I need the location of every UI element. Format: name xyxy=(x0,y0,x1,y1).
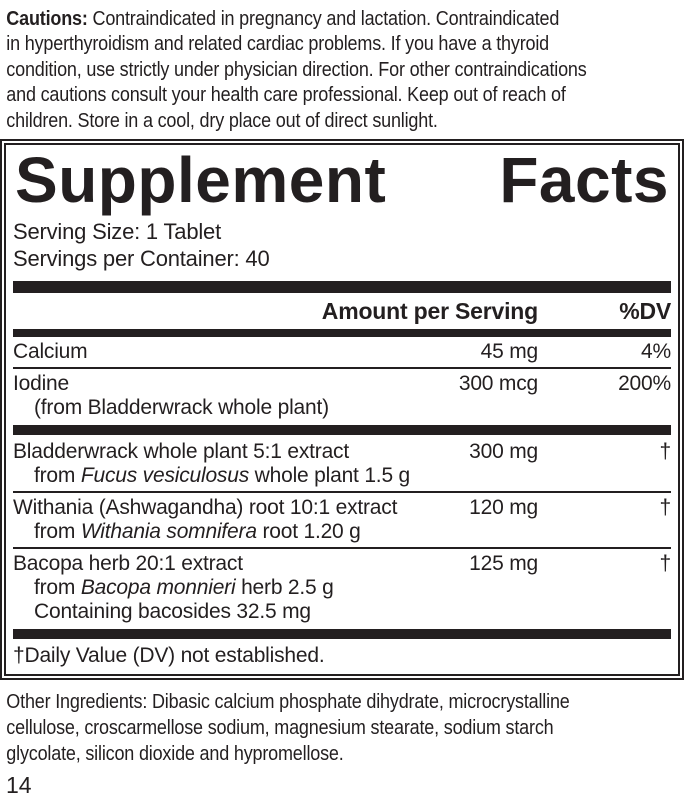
source-latin-name: Fucus vesiculosus xyxy=(80,464,250,487)
ingredient-amount: 125 mg xyxy=(469,552,538,575)
ingredient-name: Calcium xyxy=(13,340,88,363)
ingredient-row-iodine: Iodine 300 mcg 200% (from Bladderwrack w… xyxy=(13,369,671,423)
source-text: from xyxy=(34,464,81,487)
panel-title: Supplement Facts xyxy=(13,144,671,216)
ingredient-dv-dagger: † xyxy=(659,496,672,519)
ingredient-row-withania: Withania (Ashwagandha) root 10:1 extract… xyxy=(13,493,671,549)
other-ingredients-line: cellulose, croscarmellose sodium, magnes… xyxy=(6,717,554,739)
cautions-line: Cautions: Contraindicated in pregnancy a… xyxy=(6,7,684,32)
source-latin-name: Bacopa monnieri xyxy=(80,576,236,599)
source-text: from xyxy=(34,520,81,543)
cautions-paragraph: Cautions: Contraindicated in pregnancy a… xyxy=(0,0,684,136)
source-text: whole plant 1.5 g xyxy=(249,464,411,487)
ingredient-name: Bladderwrack whole plant 5:1 extract xyxy=(13,440,349,463)
ingredient-main-line: Withania (Ashwagandha) root 10:1 extract… xyxy=(13,496,671,520)
ingredient-main-line: Bladderwrack whole plant 5:1 extract 300… xyxy=(13,440,671,464)
ingredient-amount: 45 mg xyxy=(480,340,539,363)
ingredient-amount: 300 mg xyxy=(469,440,538,463)
column-header-row: Amount per Serving %DV xyxy=(13,293,671,329)
ingredient-constituent-line: Containing bacosides 32.5 mg xyxy=(13,600,671,624)
other-ingredients-line: glycolate, silicon dioxide and hypromell… xyxy=(6,743,344,765)
ingredient-source-line: (from Bladderwrack whole plant) xyxy=(13,396,671,420)
ingredient-dv: 200% xyxy=(618,372,671,395)
panel-title-word-left: Supplement xyxy=(15,144,387,216)
ingredient-dv-dagger: † xyxy=(659,440,672,463)
cautions-line: children. Store in a cool, dry place out… xyxy=(6,109,438,132)
ingredient-name: Iodine xyxy=(13,372,70,395)
ingredient-main-line: Bacopa herb 20:1 extract 125 mg † xyxy=(13,552,671,576)
supplement-facts-inner: Supplement Facts Serving Size: 1 Tablet … xyxy=(4,143,680,676)
cautions-line: in hyperthyroidism and related cardiac p… xyxy=(6,33,549,56)
divider-bar-section xyxy=(13,629,671,639)
constituent-text: Containing bacosides 32.5 mg xyxy=(34,600,311,623)
cautions-line: condition, use strictly under physician … xyxy=(6,58,587,81)
ingredient-name: Withania (Ashwagandha) root 10:1 extract xyxy=(13,496,398,519)
source-text: root 1.20 g xyxy=(256,520,361,543)
ingredient-dv: 4% xyxy=(641,340,671,363)
serving-info: Serving Size: 1 Tablet Servings per Cont… xyxy=(13,218,671,272)
ingredient-name: Bacopa herb 20:1 extract xyxy=(13,552,243,575)
panel-title-word-right: Facts xyxy=(499,144,669,216)
ingredient-main-line: Iodine 300 mcg 200% xyxy=(13,372,671,396)
other-ingredients-line: Other Ingredients: Dibasic calcium phosp… xyxy=(6,691,570,713)
cautions-label: Cautions: xyxy=(6,8,88,30)
supplement-facts-panel: Supplement Facts Serving Size: 1 Tablet … xyxy=(0,139,684,680)
ingredient-source-line: from Bacopa monnieri herb 2.5 g xyxy=(13,576,671,600)
ingredient-amount: 300 mcg xyxy=(458,372,538,395)
column-header-amount: Amount per Serving xyxy=(321,298,538,324)
ingredient-row-bladderwrack: Bladderwrack whole plant 5:1 extract 300… xyxy=(13,437,671,493)
cautions-line: and cautions consult your health care pr… xyxy=(6,84,566,107)
ingredient-dv-dagger: † xyxy=(659,552,672,575)
dv-footnote: †Daily Value (DV) not established. xyxy=(13,644,325,667)
divider-bar-thick xyxy=(13,281,671,293)
cautions-text: Contraindicated in pregnancy and lactati… xyxy=(87,8,560,30)
ingredient-row-calcium: Calcium 45 mg 4% xyxy=(13,337,671,369)
servings-per-container: Servings per Container: 40 xyxy=(13,246,270,271)
ingredient-source-line: from Withania somnifera root 1.20 g xyxy=(13,520,671,544)
ingredient-row-bacopa: Bacopa herb 20:1 extract 125 mg † from B… xyxy=(13,549,671,627)
divider-bar-section xyxy=(13,425,671,435)
source-text: herb 2.5 g xyxy=(235,576,334,599)
ingredient-main-line: Calcium 45 mg 4% xyxy=(13,340,671,364)
column-header-dv: %DV xyxy=(619,298,671,324)
serving-size: Serving Size: 1 Tablet xyxy=(13,219,221,244)
source-text: (from Bladderwrack whole plant) xyxy=(34,396,329,419)
ingredient-amount: 120 mg xyxy=(469,496,538,519)
source-text: from xyxy=(34,576,81,599)
page-number: 14 xyxy=(6,772,32,798)
divider-bar-medium xyxy=(13,329,671,337)
source-latin-name: Withania somnifera xyxy=(80,520,257,543)
other-ingredients-paragraph: Other Ingredients: Dibasic calcium phosp… xyxy=(0,680,684,767)
ingredient-source-line: from Fucus vesiculosus whole plant 1.5 g xyxy=(13,464,671,488)
